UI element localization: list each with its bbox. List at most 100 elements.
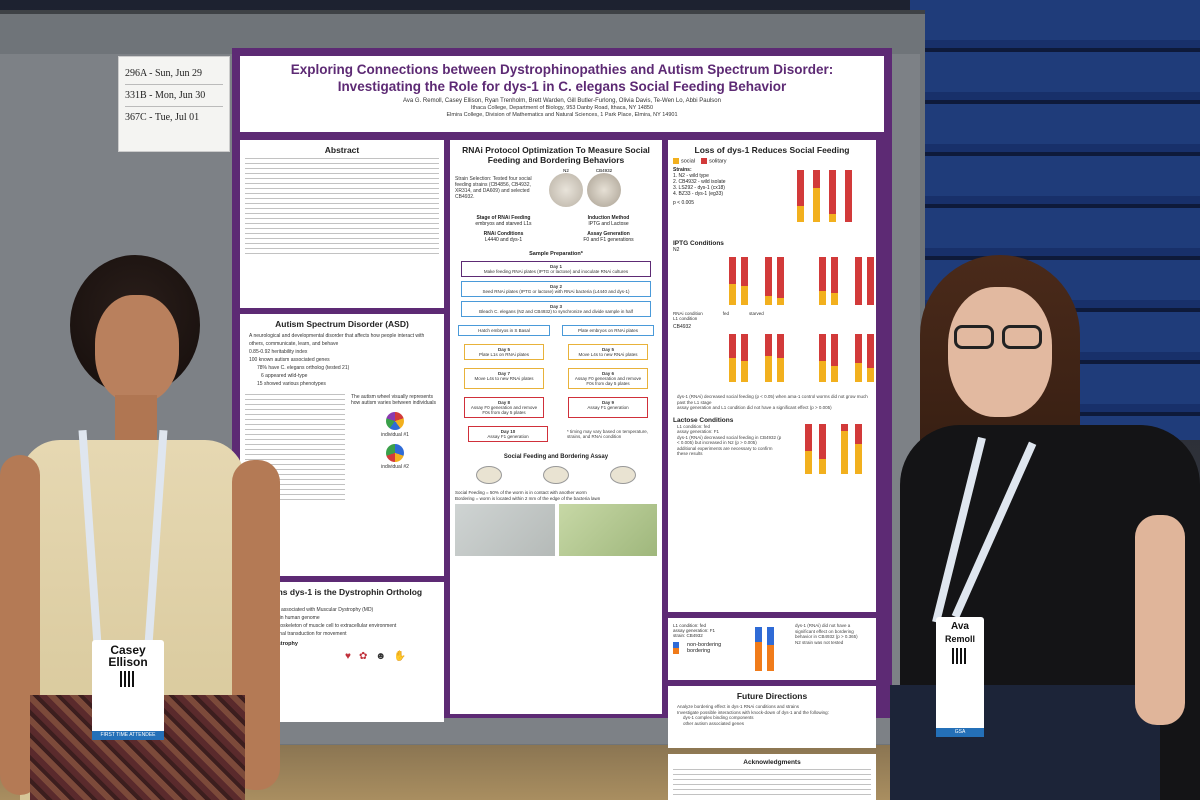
- sample-prep-title: Sample Preparation*: [529, 251, 583, 257]
- p-value: p < 0.005: [673, 200, 694, 207]
- protocol-step: Day 7 Move L4s to new RNAi plates: [464, 368, 544, 389]
- strain-item: 2. CB4932 - wild isolate: [673, 179, 726, 186]
- lactose-point: L1 condition: fed: [677, 423, 711, 429]
- badge-footer: FIRST TIME ATTENDEE: [92, 731, 164, 740]
- bordering-finding: dys-1 (RNAi) did not have a significant …: [795, 623, 858, 639]
- strains-title: Strains:: [673, 167, 692, 174]
- lactose-point: assay generation: F1: [677, 429, 720, 435]
- poster-column-left: Abstract Autism Spectrum Disorder (ASD) …: [240, 140, 444, 728]
- poster-column-right: Loss of dys-1 Reduces Social Feeding soc…: [668, 140, 876, 800]
- protocol-step: Day 2 Seed RNAi plates (IPTG or lactose) …: [461, 281, 651, 297]
- results-box: Loss of dys-1 Reduces Social Feeding soc…: [668, 140, 876, 612]
- hand-icon: ✋: [393, 651, 407, 662]
- stage-title: Stage of RNAi Feeding: [476, 215, 531, 221]
- rnai-protocol-box: RNAi Protocol Optimization To Measure So…: [450, 140, 662, 714]
- badge-footer: GSA: [936, 728, 984, 737]
- worm-plate-image: [587, 173, 621, 207]
- ack-title: Acknowledgments: [743, 759, 801, 766]
- glasses-icon: [1002, 325, 1042, 349]
- worm-plate-image: [549, 173, 583, 207]
- future-point: Analyze bordering effect in dys-1 RNAi c…: [677, 704, 799, 709]
- asd-point: A neurological and developmental disorde…: [249, 333, 425, 347]
- iptg-n2-label: N2: [673, 247, 680, 254]
- arm-right: [1135, 515, 1185, 725]
- face: [948, 287, 1052, 417]
- abstract-title: Abstract: [324, 145, 360, 155]
- bar: [797, 170, 804, 222]
- protocol-step: Day 8 Assay F0 generation and remove F0s …: [464, 397, 544, 418]
- autism-wheel-icon: [386, 444, 404, 462]
- future-title: Future Directions: [736, 691, 808, 701]
- person-icon: ☻: [375, 651, 386, 662]
- poster-title-line1: Exploring Connections between Dystrophin…: [290, 62, 834, 77]
- dark-pants: [890, 685, 1160, 800]
- iptg-finding: assay generation and L1 condition did no…: [677, 405, 832, 411]
- worm-microscope-image: [455, 504, 555, 556]
- strain-item: 1. N2 - wild type: [673, 173, 709, 180]
- protocol-step: Day 5 Plate L1s on RNAi plates: [464, 344, 544, 360]
- individual-label: individual #1: [381, 432, 409, 438]
- bar: [845, 170, 852, 222]
- lactose-point: assay generation: F1: [673, 628, 716, 633]
- person-left: Casey Ellison FIRST TIME ATTENDEE: [0, 255, 290, 800]
- abstract-box: Abstract: [240, 140, 444, 308]
- protocol-step: Day 10 Assay F1 generation: [468, 426, 548, 442]
- lactose-point: strain: CB4932: [673, 633, 703, 638]
- asd-title: Autism Spectrum Disorder (ASD): [275, 319, 409, 329]
- name-badge-left: Casey Ellison FIRST TIME ATTENDEE: [92, 640, 164, 740]
- future-point: Investigate possible interactions with k…: [677, 709, 829, 715]
- session-row: 331B - Mon, Jun 30: [125, 85, 223, 107]
- lactose-point: additional experiments are necessary to …: [677, 445, 773, 457]
- protocol-step: Day 5 Move L4s to new RNAi plates: [568, 344, 648, 360]
- face: [95, 295, 179, 403]
- lactose-point: dys-1 (RNAi) decreased social feeding in…: [677, 434, 782, 446]
- protocol-step: Day 9 Assay F1 generation: [568, 397, 648, 418]
- rnai-row-label: RNAi condition: [673, 311, 703, 317]
- dystrophin-point: Facilitates signal transduction for move…: [249, 631, 347, 637]
- asd-point: 6 appeared wild-type: [261, 373, 308, 379]
- rnai-conditions-title: RNAi Conditions: [483, 231, 524, 237]
- protocol-step: Plate embryos on RNAi plates: [562, 325, 654, 336]
- starved-label: starved: [749, 311, 764, 317]
- petri-dish-icon: [542, 466, 569, 484]
- bordering-chart: [747, 623, 787, 675]
- timing-note: * timing may vary based on temperature, …: [567, 428, 649, 440]
- l1-row-label: L1 condition: [673, 316, 698, 322]
- bordering-finding: N2 strain was not tested: [795, 639, 844, 645]
- session-row: 367C - Tue, Jul 01: [125, 112, 200, 123]
- ack-text: [673, 769, 871, 797]
- bordering-definition: Bordering = worm is located within 2 mm …: [455, 495, 601, 501]
- assay-generation-text: F0 and F1 generations: [583, 237, 634, 243]
- lactose-chart: [783, 423, 871, 480]
- bordering-microscope-image: [559, 504, 657, 556]
- rnai-title: RNAi Protocol Optimization To Measure So…: [462, 145, 650, 165]
- future-directions-box: Future Directions Analyze bordering effe…: [668, 686, 876, 748]
- petri-dish-icon: [610, 466, 637, 484]
- asd-point: 78% have C. elegans ortholog (tested 21): [257, 365, 350, 371]
- petri-dish-icon: [475, 466, 502, 484]
- bar: [813, 170, 820, 222]
- plate-label: CB4932: [595, 168, 613, 173]
- rnai-conditions-text: L4440 and dys-1: [484, 237, 523, 243]
- strain-item: 3. LS292 - dys-1 (cx18): [673, 185, 725, 192]
- induction-text: IPTG and Lactose: [588, 221, 629, 227]
- poster-affiliation: Ithaca College, Department of Biology, 9…: [470, 105, 654, 111]
- person-right: Ava Remoll GSA: [890, 255, 1200, 800]
- name-badge-right: Ava Remoll GSA: [936, 617, 984, 737]
- sfb-title: Social Feeding and Bordering Assay: [503, 454, 609, 460]
- autism-wheel-icon: [386, 412, 404, 430]
- legend-solitary: solitary: [709, 158, 727, 165]
- results-title: Loss of dys-1 Reduces Social Feeding: [694, 145, 850, 155]
- stage-text: embryos and starved L1s: [475, 221, 532, 227]
- qr-code-icon: [952, 648, 968, 664]
- lactose-title: Lactose Conditions: [673, 416, 734, 424]
- heart-icon: ♥: [345, 651, 351, 662]
- protocol-step: Day 1 Make feeding RNAi plates (IPTG or l…: [461, 261, 651, 277]
- asd-point: 15 showed various phenotypes: [257, 381, 326, 387]
- badge-first-name: Ava: [951, 621, 969, 632]
- future-point: other autism associated genes: [683, 720, 745, 726]
- iptg-title: IPTG Conditions: [673, 240, 724, 248]
- protocol-step: Day 3 Bleach C. elegans (N2 and CB4932) t…: [461, 301, 651, 317]
- legend: social solitary: [673, 158, 871, 164]
